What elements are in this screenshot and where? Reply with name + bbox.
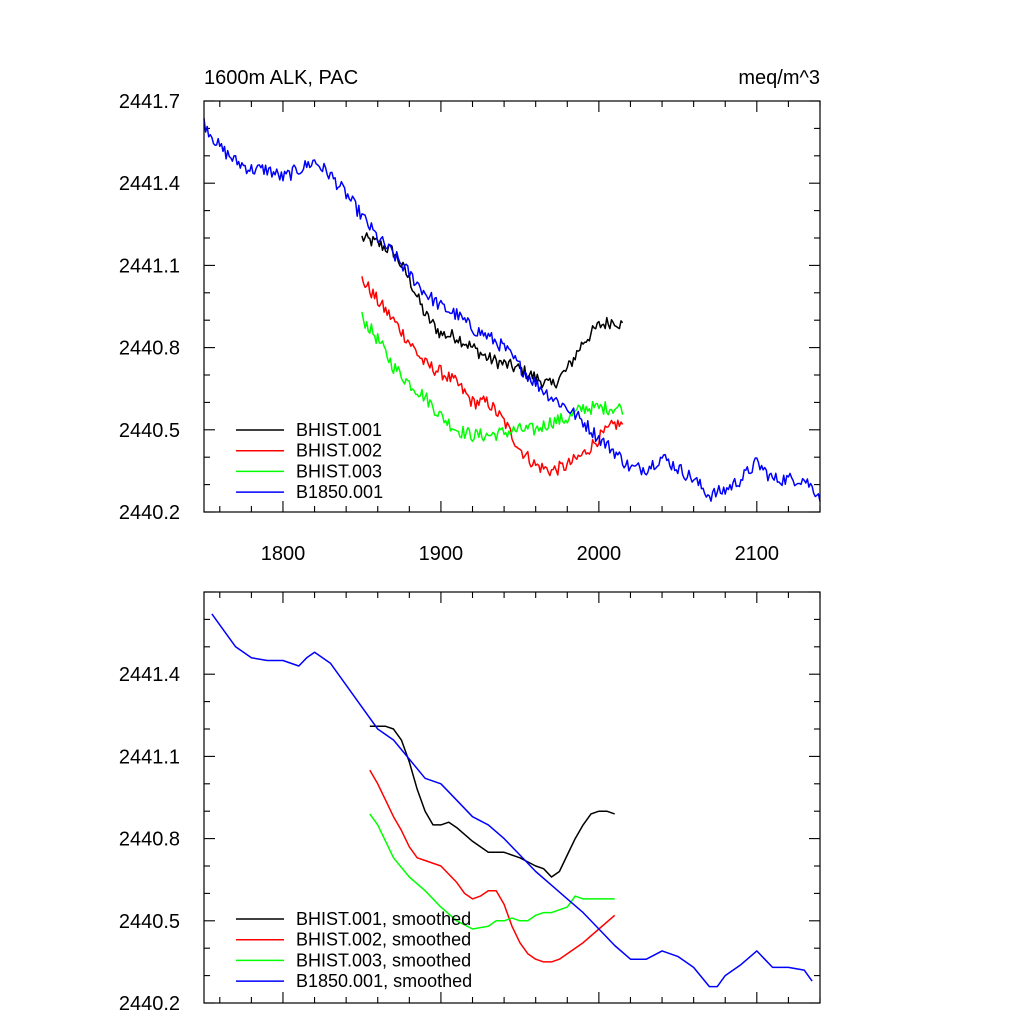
- series-line: [369, 813, 615, 930]
- top-panel-axes: 1800 1900 2000 2100 2440.2 2440.5 2440.8 2441.1…: [119, 91, 821, 565]
- top-panel-units: meq/m^3: [738, 67, 820, 89]
- bottom-panel: 2440.2 2440.5 2440.8 2441.1 2441.4 BHIST.001…: [119, 591, 821, 1015]
- y-tick-label: 2441.7: [119, 91, 180, 113]
- legend-label: BHIST.001, smoothed: [296, 909, 471, 929]
- x-tick-label: 2100: [735, 543, 780, 565]
- legend-label: BHIST.003: [296, 461, 382, 481]
- bottom-panel-series: [211, 613, 813, 988]
- series-line: [361, 276, 624, 477]
- legend-label: BHIST.003, smoothed: [296, 950, 471, 970]
- legend-label: B1850.001, smoothed: [296, 971, 472, 991]
- series-line: [361, 311, 624, 443]
- y-tick-label: 2440.2: [119, 993, 180, 1015]
- legend-label: B1850.001: [296, 482, 383, 502]
- series-line: [361, 232, 624, 389]
- x-tick-label: 2000: [577, 543, 622, 565]
- top-panel-title: 1600m ALK, PAC: [204, 67, 358, 89]
- y-tick-label: 2441.4: [119, 173, 180, 195]
- top-panel: 1600m ALK, PAC meq/m^3 1800 1900 2000 2100 2…: [119, 67, 821, 565]
- top-panel-frame: [203, 100, 821, 513]
- legend-label: BHIST.001: [296, 420, 382, 440]
- y-tick-label: 2440.8: [119, 829, 180, 851]
- x-tick-label: 1800: [261, 543, 306, 565]
- series-line: [369, 769, 616, 963]
- x-tick-label: 1900: [419, 543, 464, 565]
- bottom-panel-frame: [203, 591, 821, 1004]
- y-tick-label: 2440.8: [119, 338, 180, 360]
- legend-label: BHIST.002, smoothed: [296, 930, 471, 950]
- series-line: [369, 725, 615, 878]
- y-tick-label: 2441.4: [119, 664, 180, 686]
- y-tick-label: 2440.2: [119, 502, 180, 524]
- legend-label: BHIST.002: [296, 441, 382, 461]
- y-tick-label: 2440.5: [119, 911, 180, 933]
- y-tick-label: 2441.1: [119, 746, 180, 768]
- y-tick-label: 2440.5: [119, 420, 180, 442]
- y-tick-label: 2441.1: [119, 255, 180, 277]
- top-panel-series: [203, 118, 821, 502]
- series-line: [211, 613, 813, 988]
- series-line: [203, 118, 821, 502]
